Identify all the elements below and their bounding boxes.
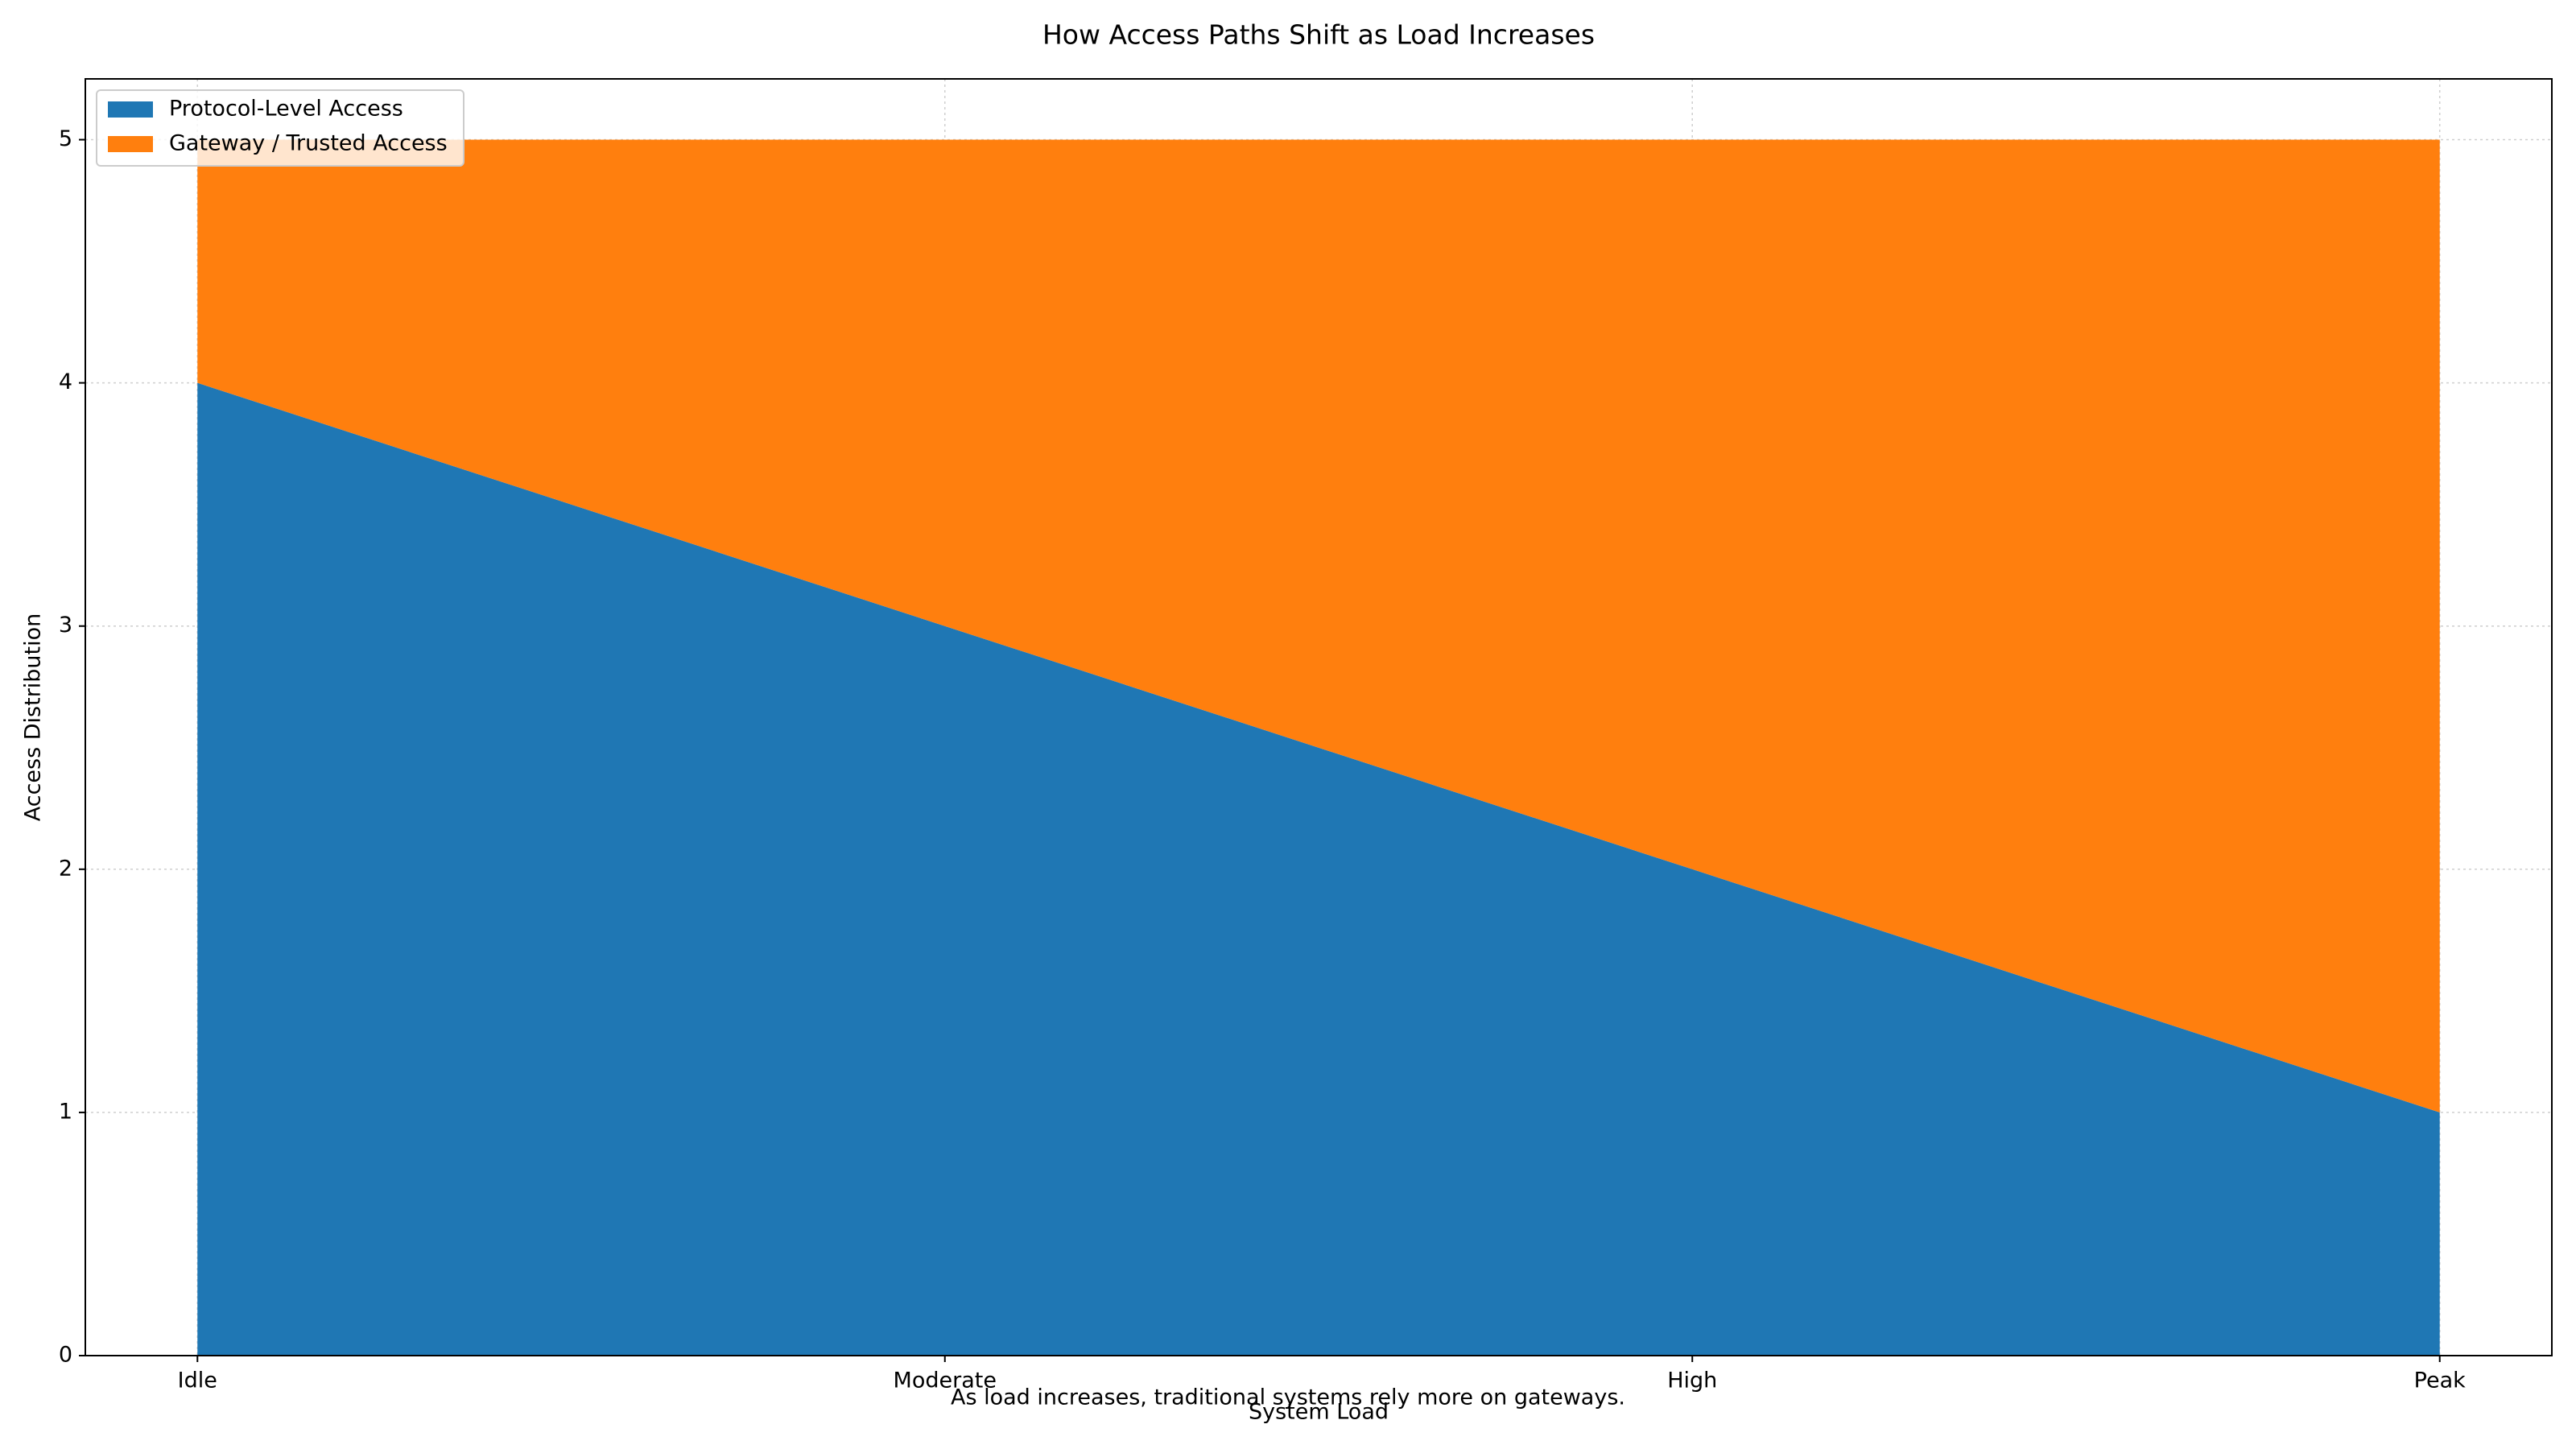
legend: Protocol-Level Access Gateway / Trusted A…	[96, 89, 464, 167]
x-tick-label: High	[1667, 1368, 1717, 1393]
y-tick-label: 1	[59, 1099, 72, 1124]
x-tick-label: Moderate	[894, 1368, 997, 1393]
chart-title: How Access Paths Shift as Load Increases	[1042, 19, 1595, 51]
area	[197, 139, 2440, 1113]
legend-label: Protocol-Level Access	[169, 97, 403, 122]
legend-swatch	[108, 136, 153, 152]
y-tick-label: 3	[59, 613, 72, 638]
x-axis-label: System Load	[1249, 1400, 1389, 1425]
y-tick-label: 5	[59, 126, 72, 151]
plot-frame	[85, 78, 2553, 1356]
annotation: As load increases, traditional systems r…	[951, 1385, 1625, 1410]
y-axis-label: Access Distribution	[21, 613, 46, 822]
legend-swatch	[108, 101, 153, 118]
x-tick-label: Idle	[178, 1368, 217, 1393]
y-tick-label: 2	[59, 856, 72, 881]
legend-frame	[96, 89, 464, 167]
y-tick-label: 0	[59, 1343, 72, 1368]
y-tick-label: 4	[59, 369, 72, 394]
x-tick-label: Peak	[2414, 1368, 2466, 1393]
legend-label: Gateway / Trusted Access	[169, 131, 448, 156]
area	[197, 382, 2440, 1356]
